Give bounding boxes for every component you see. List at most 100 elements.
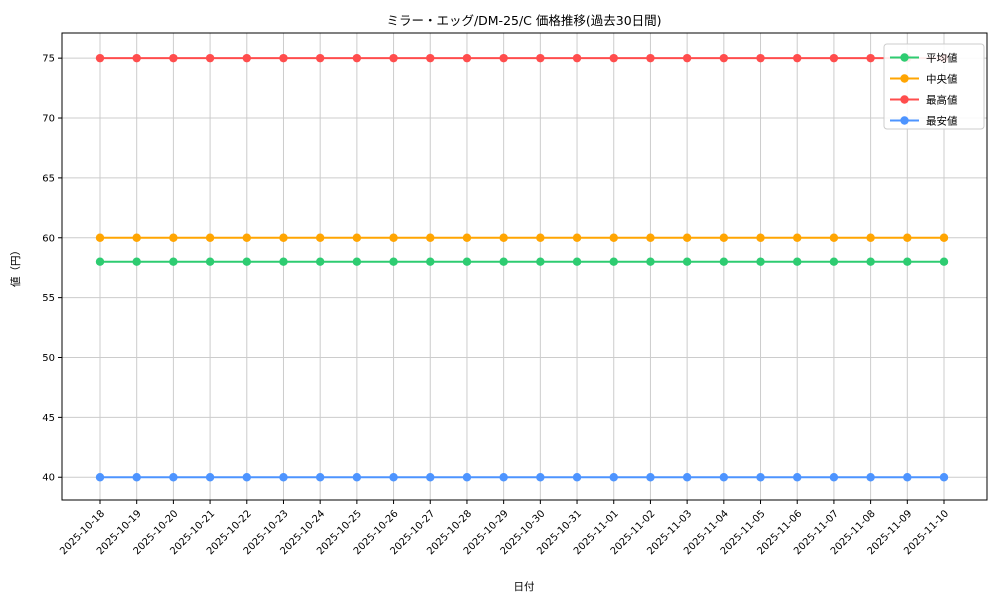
series-marker-中央値 [352, 233, 362, 242]
series-marker-平均値 [315, 257, 325, 266]
series-marker-最安値 [499, 473, 508, 482]
series-marker-最安値 [682, 473, 692, 482]
series-marker-最高値 [756, 53, 765, 63]
legend-swatch-marker-平均値 [900, 53, 909, 62]
series-marker-中央値 [866, 233, 875, 242]
series-marker-最高値 [866, 53, 875, 63]
series-marker-最安値 [169, 473, 178, 482]
series-marker-最安値 [462, 473, 472, 482]
series-marker-最高値 [609, 53, 618, 63]
series-marker-最安値 [572, 473, 582, 482]
series-marker-最高値 [719, 53, 729, 63]
series-marker-最安値 [426, 473, 435, 482]
series-marker-最安値 [315, 473, 325, 482]
legend-label-最高値: 最高値 [926, 93, 958, 106]
series-marker-最安値 [132, 473, 141, 482]
series-marker-最安値 [866, 473, 875, 482]
series-marker-中央値 [242, 233, 251, 242]
series-marker-中央値 [426, 233, 435, 242]
series-marker-中央値 [939, 233, 949, 242]
plot-area: 2025-10-182025-10-192025-10-202025-10-21… [42, 32, 988, 557]
series-marker-最高値 [389, 53, 398, 63]
series-marker-最高値 [169, 53, 178, 63]
series-marker-最安値 [646, 473, 655, 482]
legend-box [883, 43, 985, 130]
series-marker-最安値 [903, 473, 912, 482]
series-marker-平均値 [95, 257, 105, 266]
series-marker-平均値 [462, 257, 472, 266]
series-marker-最安値 [242, 473, 251, 482]
series-marker-中央値 [132, 233, 141, 242]
series-marker-平均値 [866, 257, 875, 266]
y-tick-label: 55 [42, 293, 55, 304]
chart-title: ミラー・エッグ/DM-25/C 価格推移(過去30日間) [386, 13, 661, 28]
series-marker-最安値 [756, 473, 765, 482]
series-marker-中央値 [462, 233, 472, 242]
series-marker-最高値 [426, 53, 435, 63]
series-marker-最高値 [462, 53, 472, 63]
series-marker-最高値 [242, 53, 251, 63]
series-marker-最安値 [939, 473, 949, 482]
series-marker-中央値 [205, 233, 215, 242]
series-marker-最高値 [829, 53, 839, 63]
series-marker-中央値 [756, 233, 765, 242]
series-marker-最安値 [719, 473, 729, 482]
legend-label-中央値: 中央値 [926, 72, 958, 85]
series-marker-最安値 [536, 473, 545, 482]
legend-swatch-marker-中央値 [900, 74, 909, 83]
series-marker-平均値 [646, 257, 655, 266]
series-marker-最高値 [793, 53, 802, 63]
series-marker-最安値 [279, 473, 288, 482]
series-marker-最高値 [572, 53, 582, 63]
x-axis-label: 日付 [514, 580, 535, 593]
series-marker-平均値 [793, 257, 802, 266]
series-marker-平均値 [499, 257, 508, 266]
series-marker-最高値 [279, 53, 288, 63]
series-marker-最安値 [352, 473, 362, 482]
series-marker-中央値 [646, 233, 655, 242]
series-marker-最安値 [95, 473, 105, 482]
series-marker-最高値 [352, 53, 362, 63]
series-marker-最安値 [829, 473, 839, 482]
series-marker-平均値 [169, 257, 178, 266]
series-marker-中央値 [719, 233, 729, 242]
series-marker-中央値 [95, 233, 105, 242]
series-marker-最安値 [389, 473, 398, 482]
y-tick-label: 70 [42, 114, 55, 125]
y-tick-label: 75 [42, 54, 55, 65]
series-marker-平均値 [242, 257, 251, 266]
y-tick-label: 60 [42, 233, 55, 244]
series-marker-平均値 [205, 257, 215, 266]
y-axis-label: 値（円） [9, 245, 22, 287]
y-tick-label: 65 [42, 173, 55, 184]
series-marker-中央値 [315, 233, 325, 242]
series-marker-平均値 [536, 257, 545, 266]
y-tick-label: 50 [42, 353, 55, 364]
series-marker-最安値 [793, 473, 802, 482]
series-marker-中央値 [536, 233, 545, 242]
series-marker-中央値 [609, 233, 618, 242]
series-marker-中央値 [793, 233, 802, 242]
series-marker-平均値 [132, 257, 141, 266]
series-marker-平均値 [939, 257, 949, 266]
series-marker-平均値 [756, 257, 765, 266]
series-marker-最高値 [536, 53, 545, 63]
series-marker-中央値 [279, 233, 288, 242]
series-marker-平均値 [389, 257, 398, 266]
series-marker-最安値 [609, 473, 618, 482]
series-marker-平均値 [609, 257, 618, 266]
series-marker-中央値 [829, 233, 839, 242]
series-marker-最高値 [499, 53, 508, 63]
series-marker-最高値 [95, 53, 105, 63]
series-marker-平均値 [572, 257, 582, 266]
series-marker-平均値 [829, 257, 839, 266]
series-marker-最安値 [205, 473, 215, 482]
legend-label-最安値: 最安値 [926, 114, 958, 127]
series-marker-平均値 [719, 257, 729, 266]
series-marker-最高値 [682, 53, 692, 63]
series-marker-中央値 [572, 233, 582, 242]
series-marker-最高値 [315, 53, 325, 63]
series-marker-平均値 [279, 257, 288, 266]
series-marker-最高値 [205, 53, 215, 63]
